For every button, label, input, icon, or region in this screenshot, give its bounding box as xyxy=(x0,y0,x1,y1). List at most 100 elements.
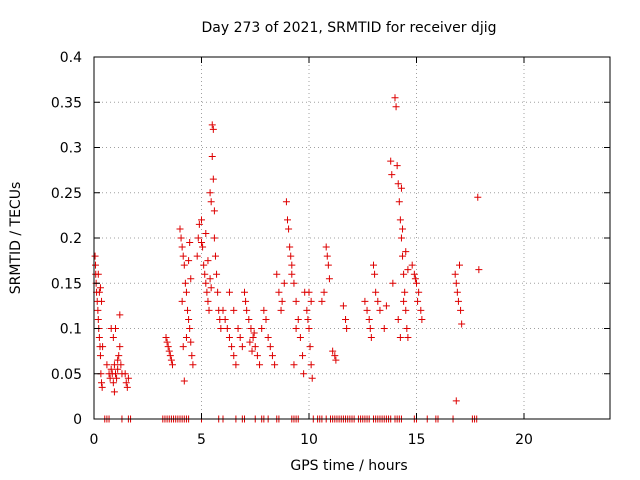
data-point xyxy=(230,352,238,360)
data-point xyxy=(179,252,187,260)
data-point xyxy=(284,216,291,224)
data-point xyxy=(248,347,256,355)
data-point xyxy=(107,365,115,373)
data-point xyxy=(329,347,337,355)
data-point xyxy=(238,343,246,351)
data-point xyxy=(306,343,314,351)
data-point xyxy=(247,325,255,332)
data-point xyxy=(162,334,170,342)
data-point xyxy=(382,302,390,310)
data-point xyxy=(208,153,216,161)
data-point xyxy=(122,379,130,387)
data-point xyxy=(303,306,311,314)
data-point xyxy=(201,270,209,278)
data-point xyxy=(339,302,347,310)
y-tick-label: 0.2 xyxy=(60,231,82,247)
y-tick-label: 0 xyxy=(73,412,82,428)
data-point xyxy=(394,180,402,188)
data-point xyxy=(246,338,254,346)
data-point xyxy=(363,306,371,314)
data-point xyxy=(320,288,328,296)
data-point xyxy=(209,125,217,133)
data-point xyxy=(178,243,186,251)
data-point xyxy=(214,288,222,296)
data-point xyxy=(395,198,403,206)
data-point xyxy=(396,334,404,342)
data-point xyxy=(94,315,102,323)
data-point xyxy=(402,306,410,314)
data-point xyxy=(112,325,119,332)
data-point xyxy=(199,243,207,251)
data-point xyxy=(179,343,187,351)
data-point xyxy=(318,297,326,305)
y-tick-label: 0.3 xyxy=(60,141,82,157)
data-point xyxy=(286,243,294,251)
data-point xyxy=(307,297,315,305)
data-point xyxy=(454,297,462,305)
data-point xyxy=(380,325,388,332)
data-point xyxy=(205,306,213,314)
y-tick-label: 0.05 xyxy=(51,367,82,383)
data-point xyxy=(110,388,118,396)
data-point xyxy=(184,306,192,314)
data-point xyxy=(228,343,236,351)
data-point xyxy=(266,343,274,351)
data-point xyxy=(418,315,426,323)
data-point xyxy=(189,361,197,369)
data-point xyxy=(394,315,402,323)
data-point xyxy=(413,279,420,287)
data-point xyxy=(278,297,286,305)
data-point xyxy=(271,361,279,369)
data-point xyxy=(256,361,264,369)
data-point xyxy=(408,261,416,269)
data-point xyxy=(234,325,242,332)
x-tick-label: 20 xyxy=(515,432,533,448)
data-point xyxy=(225,288,233,296)
data-point xyxy=(307,361,315,369)
data-point xyxy=(230,306,238,314)
data-point xyxy=(115,352,123,360)
data-point xyxy=(401,288,409,296)
data-point xyxy=(282,198,290,206)
data-point xyxy=(94,270,102,278)
data-point xyxy=(391,94,399,102)
data-point xyxy=(400,297,408,305)
data-point xyxy=(288,261,296,269)
data-point xyxy=(367,334,375,342)
data-point xyxy=(210,234,218,242)
data-point xyxy=(110,361,118,369)
data-point xyxy=(331,352,339,360)
data-point xyxy=(452,279,460,287)
data-point xyxy=(242,297,250,305)
x-axis-title: GPS time / hours xyxy=(290,458,407,474)
chart-title: Day 273 of 2021, SRMTID for receiver dji… xyxy=(202,20,497,36)
data-point xyxy=(300,370,308,378)
data-point xyxy=(287,252,295,260)
data-point xyxy=(400,270,408,278)
data-point xyxy=(178,297,186,305)
data-point xyxy=(387,157,395,165)
data-point xyxy=(98,379,106,387)
data-point xyxy=(217,325,225,332)
data-point xyxy=(251,343,259,351)
data-point xyxy=(186,239,194,247)
data-point xyxy=(361,297,369,305)
data-point xyxy=(414,297,422,305)
data-point xyxy=(372,288,380,296)
data-point xyxy=(458,320,466,328)
data-point xyxy=(457,306,465,314)
data-point xyxy=(117,361,125,369)
data-point xyxy=(404,266,412,274)
data-point xyxy=(258,325,266,332)
x-tick-label: 10 xyxy=(300,432,318,448)
data-point xyxy=(180,377,188,385)
data-point xyxy=(99,343,107,351)
data-point xyxy=(399,225,407,233)
data-point xyxy=(103,361,111,369)
data-point xyxy=(116,343,124,351)
data-point xyxy=(106,374,114,382)
data-point xyxy=(343,325,351,332)
data-point xyxy=(114,365,122,373)
data-point xyxy=(277,306,285,314)
